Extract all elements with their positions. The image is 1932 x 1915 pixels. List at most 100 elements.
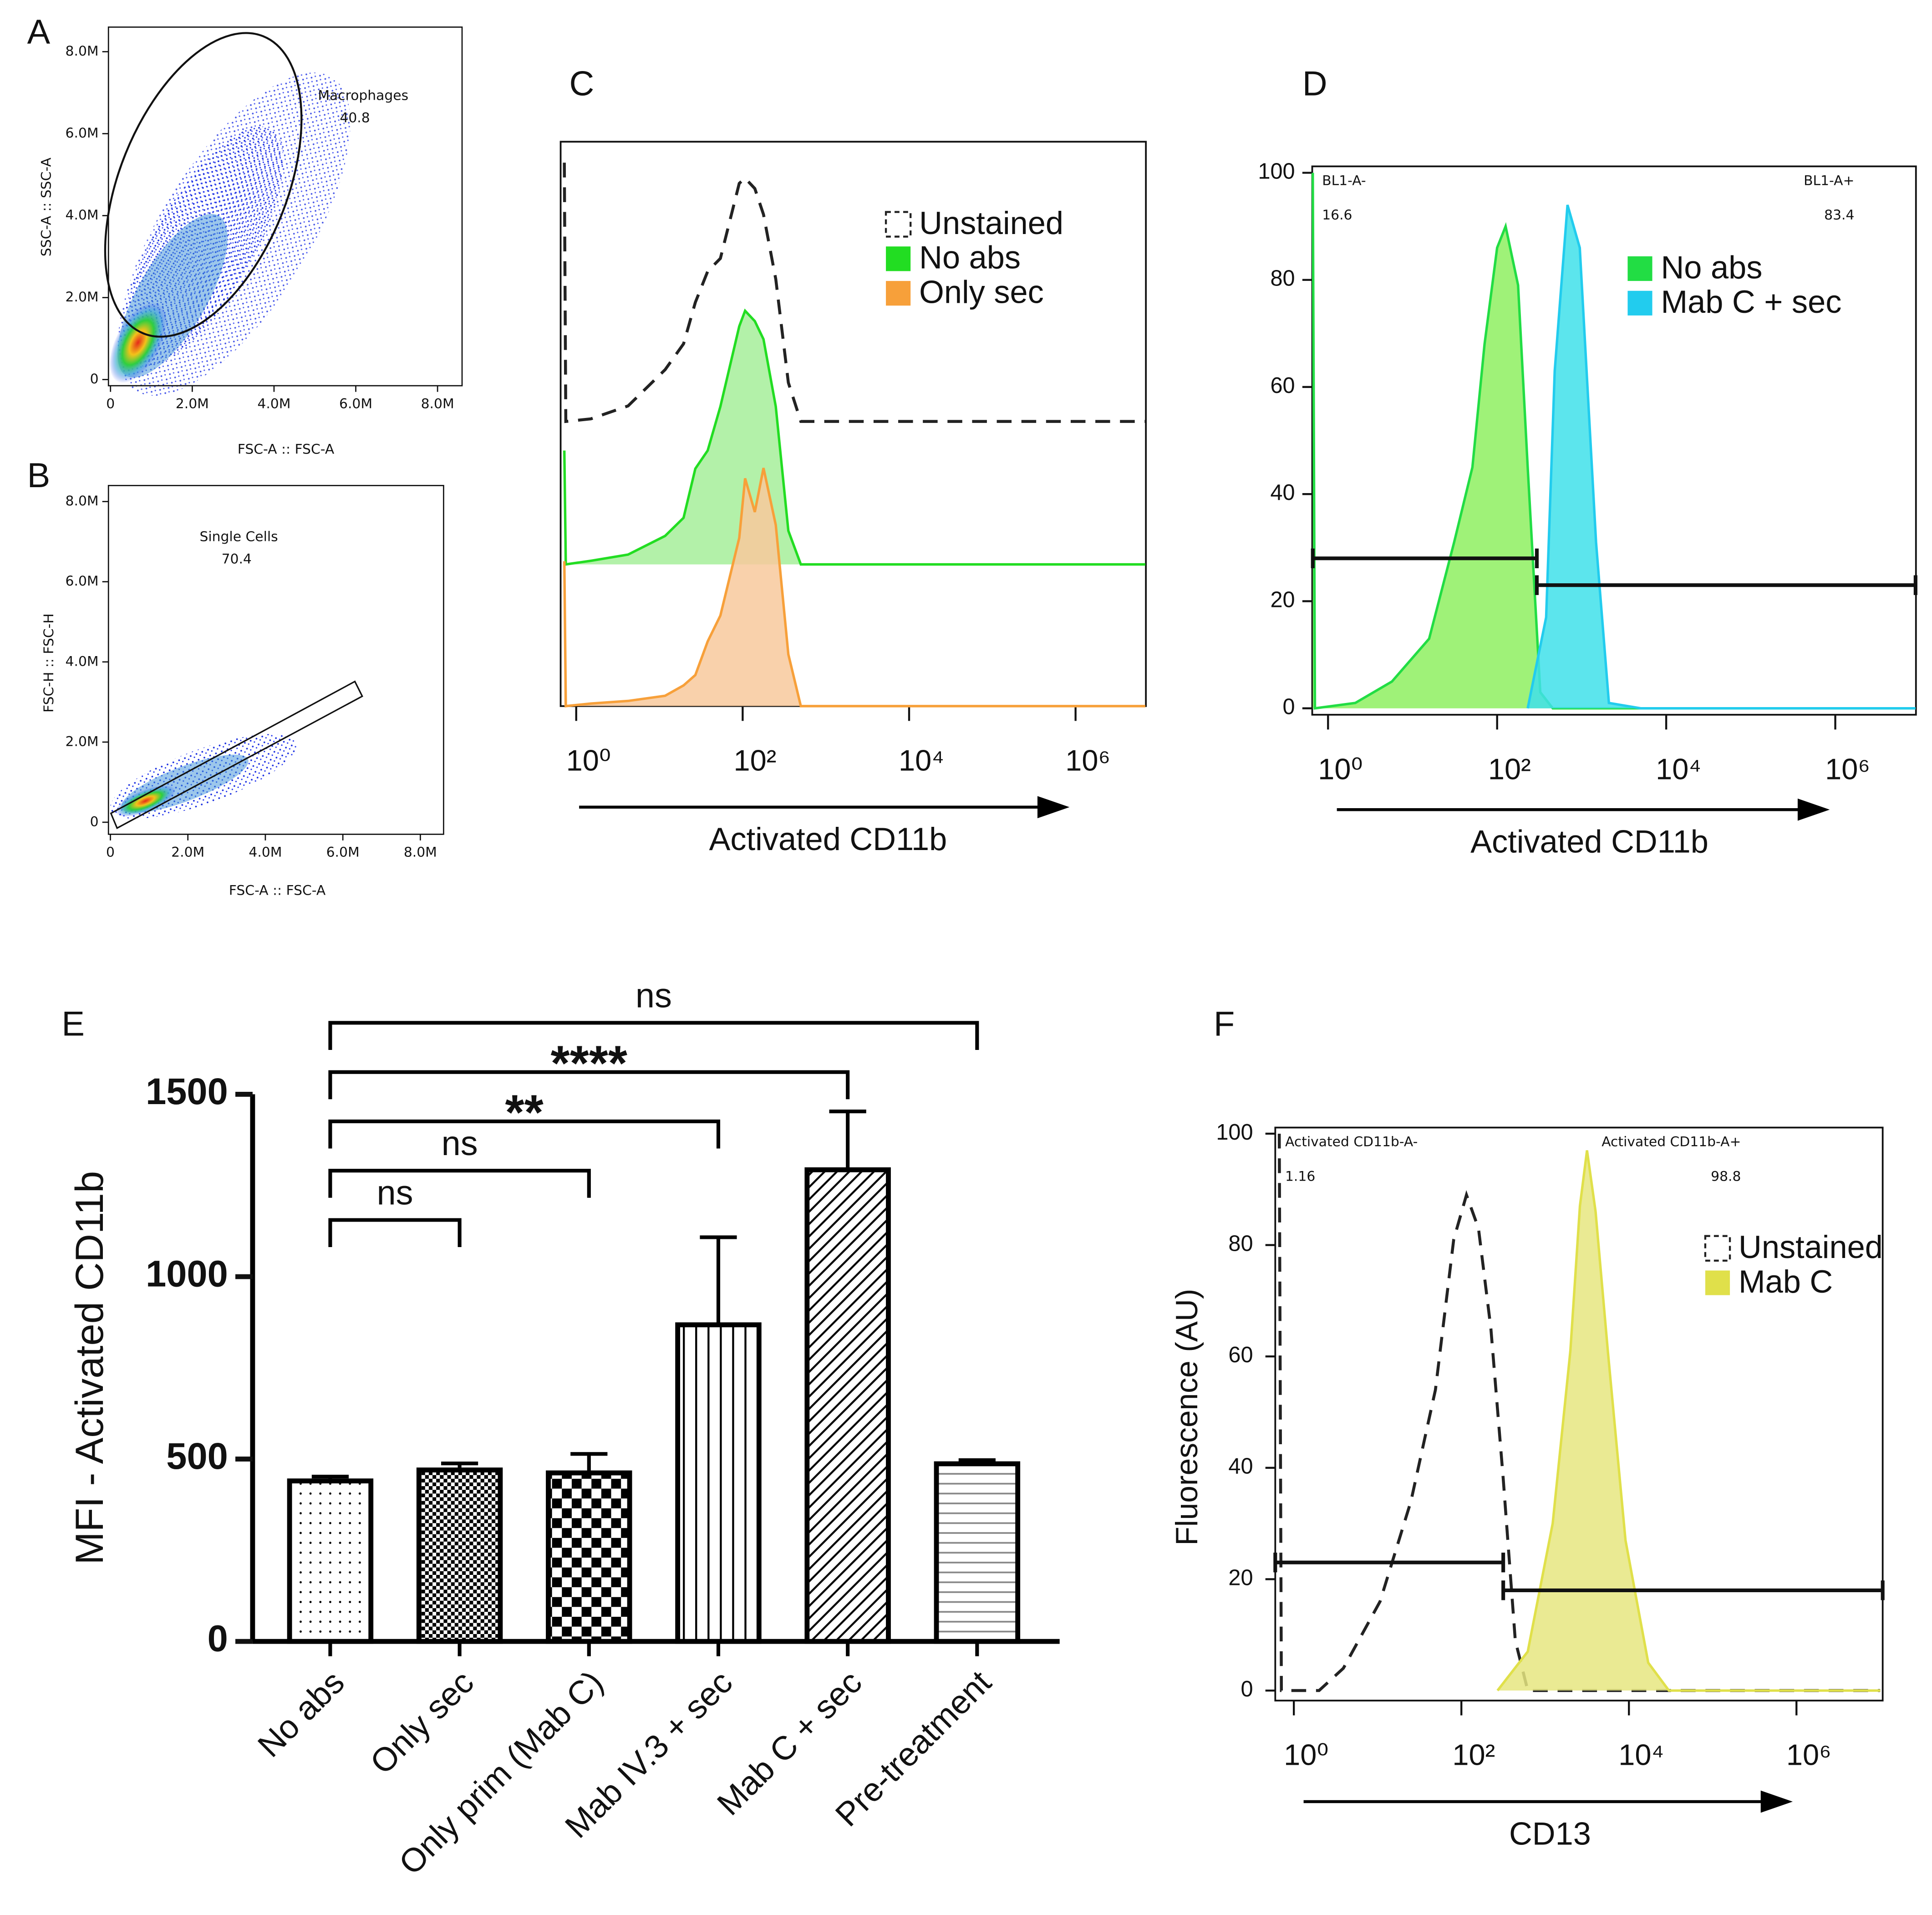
gate-name: Activated CD11b-A+ (1602, 1134, 1741, 1150)
legend-label: No abs (919, 239, 1021, 275)
bar (804, 1167, 891, 1644)
bar (934, 1461, 1021, 1644)
line (563, 308, 1146, 566)
legend-swatch (886, 281, 911, 306)
significance: ns (442, 1124, 478, 1163)
y-axis-label: SSC-A :: SSC-A (38, 158, 54, 257)
bracket (328, 1119, 721, 1149)
panel-label: B (27, 456, 51, 495)
plot-frame (107, 485, 444, 835)
panel-label: E (61, 1005, 85, 1044)
y-tick-label: 8.0M (66, 493, 99, 509)
y-tick-label: 2.0M (66, 289, 99, 305)
y-tick-label: 8.0M (66, 43, 99, 59)
gate-value: 1.16 (1285, 1168, 1315, 1184)
x-axis-label: Activated CD11b (709, 821, 947, 857)
area (1527, 205, 1916, 708)
legend-swatch (1627, 290, 1652, 316)
x-tick-label: 10² (1452, 1738, 1495, 1772)
y-tick-label: 0 (208, 1619, 228, 1660)
y-tick-label: 0 (90, 371, 99, 387)
legend-swatch (1627, 256, 1652, 281)
gate-value: 16.6 (1322, 207, 1352, 223)
line (563, 468, 1146, 708)
legend-label: Unstained (1739, 1229, 1883, 1265)
y-tick-label: 40 (1228, 1454, 1253, 1479)
y-tick-label: 500 (166, 1436, 228, 1477)
y-tick-label: 4.0M (66, 207, 99, 223)
y-tick-label: 20 (1270, 587, 1295, 612)
x-tick-label: 10⁶ (1786, 1738, 1831, 1772)
gate-name: BL1-A+ (1804, 173, 1854, 188)
legend-label: No abs (1661, 249, 1763, 285)
panel-label: A (27, 13, 51, 51)
legend-swatch (886, 246, 911, 271)
x-tick-label: 10⁰ (1284, 1738, 1328, 1772)
bracket (328, 1070, 850, 1100)
cloud-a (109, 72, 351, 396)
gate-value: 70.4 (222, 551, 252, 567)
gate-value: 98.8 (1711, 1168, 1741, 1184)
significance: ns (376, 1173, 413, 1212)
x-tick-label: 4.0M (257, 396, 290, 412)
area (1312, 173, 1916, 708)
x-tick-label: 10⁶ (1065, 744, 1110, 777)
x-tick-label: 0 (106, 396, 115, 412)
y-tick-label: 4.0M (66, 653, 99, 669)
y-tick-label: 1000 (146, 1253, 228, 1294)
plot-frame (107, 26, 463, 387)
significance: ** (505, 1085, 544, 1140)
line (1277, 1133, 1881, 1692)
line (1526, 204, 1916, 710)
x-tick-label: 6.0M (326, 844, 360, 860)
x-tick-label: 10⁴ (1618, 1738, 1664, 1772)
arrow-head (1797, 798, 1830, 821)
x-axis-label: CD13 (1509, 1815, 1591, 1851)
y-tick-label: 80 (1228, 1231, 1253, 1256)
x-tick-label: 10⁴ (899, 744, 944, 777)
arrow-head (1760, 1790, 1793, 1813)
panel-label: D (1302, 64, 1327, 103)
y-tick-label: 0 (1283, 695, 1295, 719)
y-tick-label: 100 (1258, 159, 1295, 183)
bracket (328, 1169, 591, 1198)
legend-label: Only sec (919, 274, 1044, 310)
x-tick-label: 10⁰ (566, 744, 611, 777)
legend-label: Mab C + sec (1661, 284, 1842, 320)
area (1497, 1150, 1881, 1691)
x-tick-label: 10² (734, 744, 777, 777)
y-axis-label: MFI - Activated CD11b (68, 1171, 112, 1565)
x-tick-label: 8.0M (404, 844, 437, 860)
x-tick-label: 6.0M (339, 396, 372, 412)
y-tick-label: 100 (1216, 1120, 1253, 1145)
significance: ns (636, 976, 672, 1015)
x-tick-label: 10⁴ (1656, 752, 1701, 785)
x-tick-label: 8.0M (421, 396, 454, 412)
y-tick-label: 60 (1270, 373, 1295, 398)
y-axis-label: Fluorescence (AU) (1170, 1289, 1204, 1546)
bar (675, 1322, 762, 1644)
gate (104, 32, 303, 338)
y-axis-label: FSC-H :: FSC-H (41, 613, 57, 713)
area (564, 311, 1146, 565)
x-tick-label: 0 (106, 844, 115, 860)
x-tick-label: 4.0M (249, 844, 282, 860)
gate (110, 680, 363, 830)
gate-name: Single Cells (200, 529, 278, 545)
gate-name: Activated CD11b-A- (1285, 1134, 1418, 1150)
gate-value: 83.4 (1824, 207, 1854, 223)
line (563, 163, 1146, 423)
x-axis-label: Activated CD11b (1470, 824, 1708, 860)
panel-label: F (1214, 1005, 1235, 1044)
gate-value: 40.8 (340, 110, 370, 126)
significance: **** (551, 1035, 628, 1090)
y-tick-label: 0 (90, 814, 99, 830)
line (1312, 173, 1916, 710)
x-tick-label: 10⁶ (1825, 752, 1870, 785)
x-tick-label: 2.0M (171, 844, 204, 860)
y-tick-label: 60 (1228, 1343, 1253, 1367)
legend-swatch (885, 211, 912, 238)
x-tick-label: No abs (251, 1664, 351, 1764)
arrow-head (1037, 796, 1070, 819)
